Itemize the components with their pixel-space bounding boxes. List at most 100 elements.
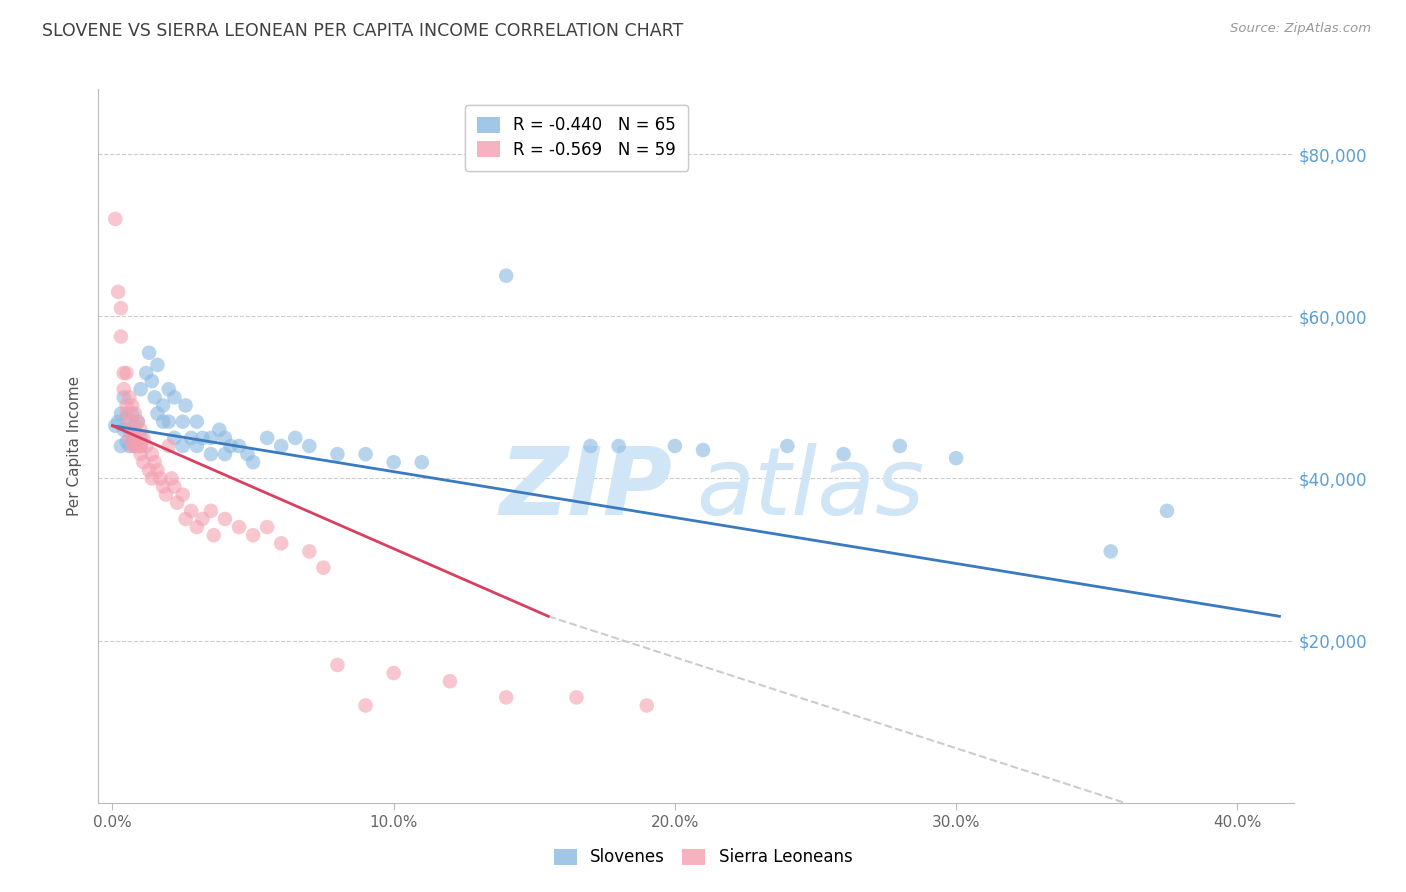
Point <box>143 455 166 469</box>
Y-axis label: Per Capita Income: Per Capita Income <box>67 376 83 516</box>
Point <box>270 439 292 453</box>
Point <box>180 431 202 445</box>
Point <box>115 434 138 449</box>
Point <box>565 690 588 705</box>
Point <box>118 423 141 437</box>
Point <box>256 431 278 445</box>
Text: atlas: atlas <box>696 443 924 534</box>
Point <box>214 431 236 445</box>
Point <box>228 439 250 453</box>
Point <box>129 439 152 453</box>
Point <box>112 390 135 404</box>
Point <box>186 520 208 534</box>
Text: Source: ZipAtlas.com: Source: ZipAtlas.com <box>1230 22 1371 36</box>
Point <box>776 439 799 453</box>
Point <box>236 447 259 461</box>
Point <box>228 520 250 534</box>
Point <box>157 439 180 453</box>
Point <box>127 439 149 453</box>
Point <box>157 382 180 396</box>
Point <box>889 439 911 453</box>
Point <box>242 528 264 542</box>
Point <box>200 504 222 518</box>
Point <box>326 657 349 672</box>
Point <box>256 520 278 534</box>
Point <box>118 415 141 429</box>
Point <box>112 366 135 380</box>
Point <box>115 399 138 413</box>
Point <box>118 431 141 445</box>
Text: SLOVENE VS SIERRA LEONEAN PER CAPITA INCOME CORRELATION CHART: SLOVENE VS SIERRA LEONEAN PER CAPITA INC… <box>42 22 683 40</box>
Point <box>579 439 602 453</box>
Point <box>115 366 138 380</box>
Point <box>104 211 127 226</box>
Point <box>163 479 186 493</box>
Point <box>214 512 236 526</box>
Point <box>110 439 132 453</box>
Point <box>326 447 349 461</box>
Point <box>135 439 157 453</box>
Point <box>354 698 377 713</box>
Point <box>127 415 149 429</box>
Point <box>152 399 174 413</box>
Point <box>146 463 169 477</box>
Point <box>124 431 146 445</box>
Point <box>495 690 517 705</box>
Point <box>112 423 135 437</box>
Point <box>186 415 208 429</box>
Point <box>124 407 146 421</box>
Point <box>172 415 194 429</box>
Legend: Slovenes, Sierra Leoneans: Slovenes, Sierra Leoneans <box>546 840 860 875</box>
Point <box>110 407 132 421</box>
Point <box>200 431 222 445</box>
Point <box>607 439 630 453</box>
Point <box>1156 504 1178 518</box>
Point <box>138 345 160 359</box>
Point <box>110 301 132 315</box>
Point <box>121 407 143 421</box>
Point <box>298 439 321 453</box>
Point <box>141 374 163 388</box>
Point <box>132 455 155 469</box>
Point <box>146 407 169 421</box>
Point <box>146 358 169 372</box>
Point <box>124 439 146 453</box>
Point <box>191 512 214 526</box>
Point <box>129 447 152 461</box>
Point <box>124 439 146 453</box>
Point <box>411 455 433 469</box>
Point <box>129 382 152 396</box>
Point <box>149 471 172 485</box>
Point <box>692 443 714 458</box>
Point <box>132 431 155 445</box>
Point <box>118 439 141 453</box>
Point <box>121 431 143 445</box>
Point <box>138 463 160 477</box>
Point <box>180 504 202 518</box>
Point <box>832 447 855 461</box>
Point <box>191 431 214 445</box>
Point <box>208 423 231 437</box>
Point <box>110 329 132 343</box>
Point <box>242 455 264 469</box>
Text: ZIP: ZIP <box>499 442 672 535</box>
Legend: R = -0.440   N = 65, R = -0.569   N = 59: R = -0.440 N = 65, R = -0.569 N = 59 <box>465 104 688 170</box>
Point <box>298 544 321 558</box>
Point <box>115 410 138 425</box>
Point <box>219 439 242 453</box>
Point <box>636 698 658 713</box>
Point <box>163 431 186 445</box>
Point <box>174 399 197 413</box>
Point <box>382 455 405 469</box>
Point <box>141 447 163 461</box>
Point <box>163 390 186 404</box>
Point <box>439 674 461 689</box>
Point <box>121 399 143 413</box>
Point <box>152 479 174 493</box>
Point <box>129 423 152 437</box>
Point <box>202 528 225 542</box>
Point <box>118 390 141 404</box>
Point <box>166 496 188 510</box>
Point <box>107 285 129 299</box>
Point <box>354 447 377 461</box>
